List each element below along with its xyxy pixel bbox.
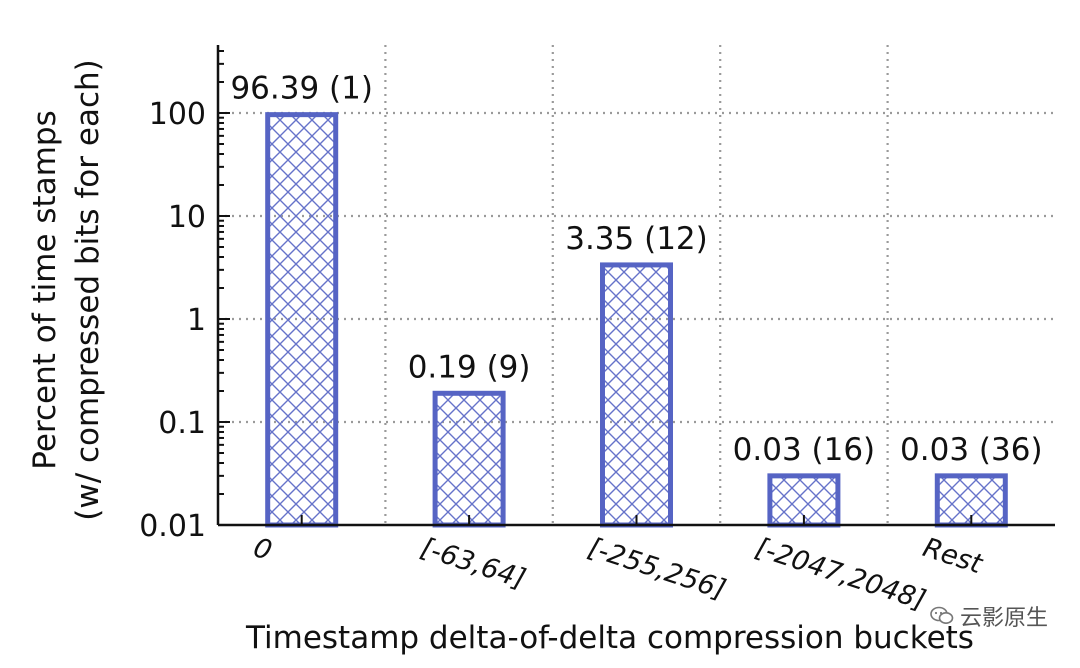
bars [265,112,1008,528]
wechat-icon [930,606,954,624]
x-tick-label: 0 [250,532,276,567]
y-tick-label: 1 [187,303,206,338]
data-label: 0.03 (16) [733,432,876,468]
x-tick-label: Rest [919,532,987,580]
x-tick-label: [-63,64] [417,532,529,595]
watermark-text: 云影原生 [959,606,1048,631]
grid [218,45,1055,525]
data-label: 3.35 (12) [565,221,708,257]
x-tick-label: [-2047,2048] [752,532,930,616]
y-axis-title-line1: Percent of time stamps [27,110,63,469]
y-tick-label: 100 [149,97,206,132]
x-tick-label: [-255,256] [584,532,729,606]
y-tick-label: 10 [168,200,206,235]
bar [265,112,339,528]
y-axis-title-line2: (w/ compressed bits for each) [70,59,106,520]
data-label: 0.19 (9) [408,349,531,385]
data-label: 0.03 (36) [900,432,1043,468]
x-axis-title: Timestamp delta-of-delta compression buc… [245,620,974,656]
bar [432,390,506,528]
axes [216,45,1055,527]
bar [600,262,673,528]
y-tick-label: 0.01 [139,509,206,544]
data-label: 96.39 (1) [230,71,373,107]
watermark: 云影原生 [930,600,1048,632]
y-tick-label: 0.1 [158,406,206,441]
